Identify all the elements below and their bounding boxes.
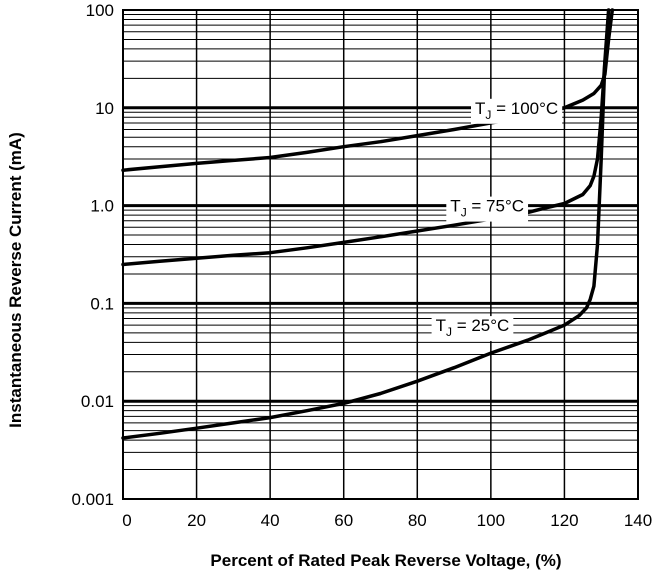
curve-label-2: TJ = 25°C bbox=[431, 316, 514, 342]
series-line-2 bbox=[121, 59, 607, 440]
x-tick-label: 60 bbox=[334, 511, 353, 530]
y-tick-label: 10 bbox=[95, 99, 114, 118]
curve-label-text: TJ = 75°C bbox=[450, 197, 524, 220]
x-tick-label: 100 bbox=[477, 511, 505, 530]
x-tick-label: 40 bbox=[261, 511, 280, 530]
curve-label-rest: = 100°C bbox=[491, 99, 558, 118]
curve-label-background bbox=[431, 316, 514, 342]
y-tick-label: 0.001 bbox=[71, 490, 114, 509]
plot-frame bbox=[122, 9, 639, 500]
x-tick-labels: 0 20 40 60 80 100 120 140 bbox=[122, 511, 652, 530]
curve-label-rest: = 25°C bbox=[452, 316, 509, 335]
x-tick-label: 0 bbox=[122, 511, 131, 530]
curve-label-background bbox=[446, 196, 529, 222]
y-tick-label: 100 bbox=[86, 1, 114, 20]
curve-label-0: TJ = 100°C bbox=[470, 98, 563, 124]
x-axis-title: Percent of Rated Peak Reverse Voltage, (… bbox=[210, 551, 561, 570]
series-line-0 bbox=[121, 8, 615, 172]
y-tick-label: 1.0 bbox=[90, 197, 114, 216]
curve-label-background bbox=[470, 98, 563, 124]
y-tick-label: 0.01 bbox=[81, 392, 114, 411]
y-axis-title: Instantaneous Reverse Current (mA) bbox=[6, 132, 25, 428]
curve-label-main: T bbox=[475, 99, 485, 118]
curve-label-subscript: J bbox=[485, 108, 491, 122]
curve-labels: TJ = 100°CTJ = 75°CTJ = 25°C bbox=[431, 98, 563, 342]
curve-label-1: TJ = 75°C bbox=[446, 196, 529, 222]
curve-label-main: T bbox=[450, 197, 460, 216]
x-tick-label: 80 bbox=[408, 511, 427, 530]
x-tick-label: 140 bbox=[624, 511, 652, 530]
y-tick-label: 0.1 bbox=[90, 294, 114, 313]
grid bbox=[123, 10, 638, 499]
curve-label-subscript: J bbox=[446, 325, 452, 339]
curve-label-text: TJ = 100°C bbox=[475, 99, 558, 122]
curve-label-subscript: J bbox=[461, 206, 467, 220]
y-tick-labels: 100 10 1.0 0.1 0.01 0.001 bbox=[71, 1, 114, 509]
curve-label-text: TJ = 25°C bbox=[436, 316, 510, 339]
x-tick-label: 20 bbox=[187, 511, 206, 530]
curve-label-rest: = 75°C bbox=[467, 197, 524, 216]
x-tick-label: 120 bbox=[550, 511, 578, 530]
curve-label-main: T bbox=[436, 316, 446, 335]
